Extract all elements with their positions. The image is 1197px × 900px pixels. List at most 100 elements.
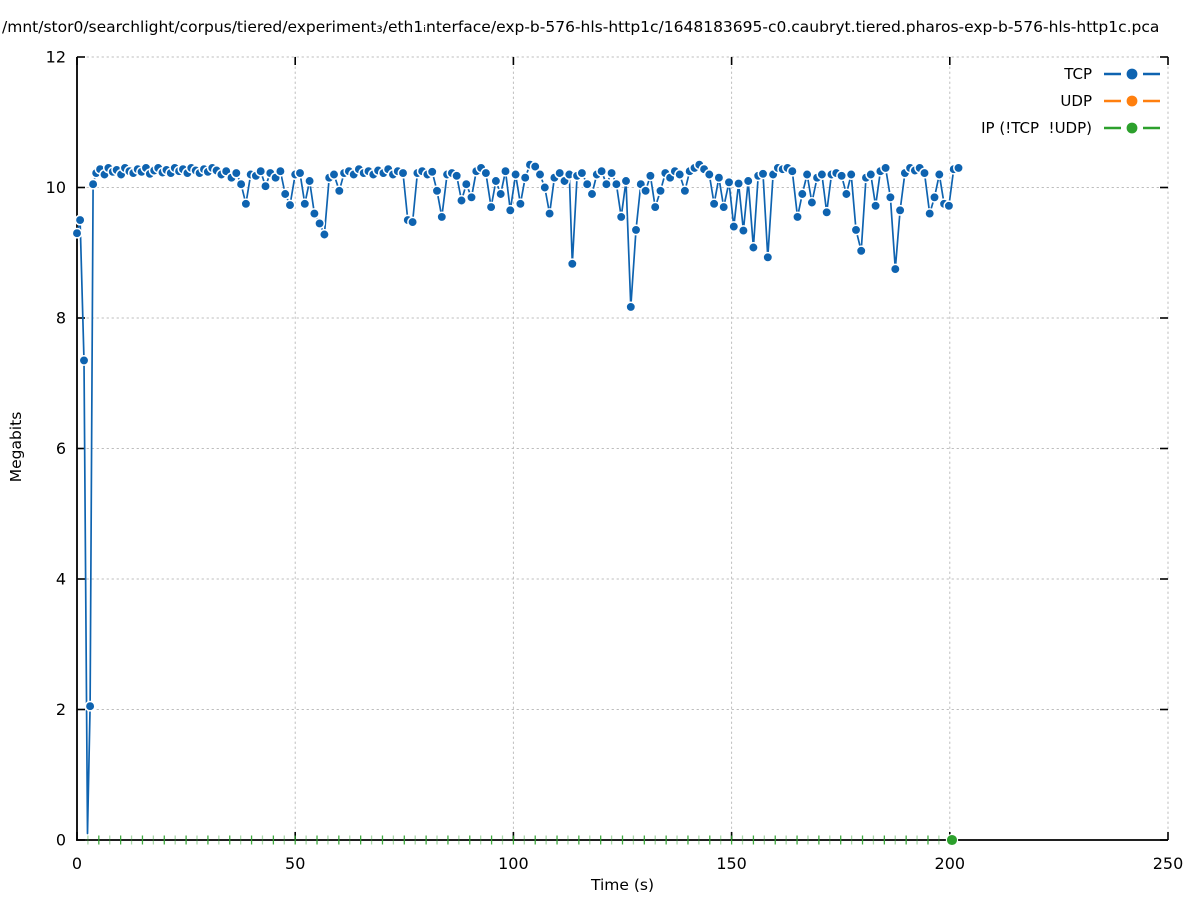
tcp-point xyxy=(279,188,291,200)
tcp-point xyxy=(566,258,578,270)
tcp-point xyxy=(240,198,252,210)
tcp-point xyxy=(304,175,316,187)
tcp-point xyxy=(407,216,419,228)
tcp-point xyxy=(333,185,345,197)
y-tick-label: 0 xyxy=(56,831,66,850)
legend-label: UDP xyxy=(1060,91,1092,110)
x-tick-label: 0 xyxy=(72,854,82,873)
tcp-point xyxy=(436,211,448,223)
y-tick-label: 12 xyxy=(46,48,66,67)
x-axis-label: Time (s) xyxy=(590,876,655,894)
legend-item-tcp: TCP xyxy=(1064,62,1160,85)
tcp-point xyxy=(495,188,507,200)
tcp-point xyxy=(870,200,882,212)
tcp-point xyxy=(919,167,930,179)
tcp-point xyxy=(460,178,472,190)
tcp-point xyxy=(792,211,803,223)
legend-item-ip-tcp-udp: IP (!TCP !UDP) xyxy=(981,116,1160,139)
tcp-point xyxy=(821,206,833,218)
tcp-point xyxy=(865,169,877,180)
tcp-point xyxy=(431,185,443,197)
tcp-point xyxy=(640,185,652,197)
tcp-point xyxy=(576,167,588,179)
tcp-point xyxy=(924,208,936,220)
tcp-point xyxy=(786,165,798,177)
ip-baseline-ticks xyxy=(87,835,951,845)
tcp-point xyxy=(747,242,759,253)
tcp-point xyxy=(600,178,612,190)
tcp-point xyxy=(713,172,725,184)
tcp-point xyxy=(649,201,661,213)
legend: TCP UDP IP (!TCP !UDP) xyxy=(981,62,1160,139)
tcp-point xyxy=(943,200,955,212)
tcp-point xyxy=(426,166,438,178)
tcp-point xyxy=(318,229,330,240)
tcp-point xyxy=(880,162,892,174)
tcp-point xyxy=(630,224,642,236)
tcp-point xyxy=(894,204,906,216)
y-tick-labels: 0 2 4 6 8 10 12 xyxy=(46,48,66,850)
tcp-point xyxy=(806,197,818,208)
tcp-point xyxy=(480,167,492,179)
tcp-point xyxy=(674,169,686,180)
y-tick-label: 4 xyxy=(56,570,66,589)
tcp-point xyxy=(625,301,637,313)
tcp-point xyxy=(816,169,828,180)
legend-sample-line xyxy=(1104,68,1160,79)
tcp-point xyxy=(87,178,99,190)
tcp-point xyxy=(235,178,247,190)
tcp-point xyxy=(728,221,740,233)
tcp-point xyxy=(615,211,627,223)
tcp-point xyxy=(884,191,896,203)
tcp-point xyxy=(855,245,867,257)
tcp-point xyxy=(655,185,666,197)
tcp-point xyxy=(845,169,857,180)
tcp-point xyxy=(74,214,86,226)
tcp-point xyxy=(933,169,945,180)
y-tick-label: 6 xyxy=(56,439,66,458)
tcp-point xyxy=(514,198,526,210)
tcp-point xyxy=(757,168,769,180)
tcp-point xyxy=(581,178,593,190)
tcp-point xyxy=(703,169,715,180)
x-tick-label: 150 xyxy=(716,854,747,873)
tcp-point xyxy=(737,225,749,237)
tcp-point xyxy=(451,170,463,182)
tcp-point xyxy=(78,354,90,366)
tcp-point xyxy=(308,208,320,220)
tcp-point xyxy=(534,169,546,180)
tcp-point xyxy=(840,188,852,200)
tcp-point xyxy=(679,185,691,197)
tcp-point xyxy=(796,188,808,200)
tcp-point xyxy=(466,191,477,203)
tcp-point xyxy=(529,161,541,173)
tcp-point xyxy=(255,165,267,177)
x-tick-label: 250 xyxy=(1153,854,1184,873)
legend-sample-line xyxy=(1104,122,1160,133)
tcp-point xyxy=(544,208,556,220)
tcp-point xyxy=(260,180,271,192)
tcp-point xyxy=(708,198,720,210)
ip-marker xyxy=(945,833,959,847)
tcp-point xyxy=(274,165,286,177)
y-tick-label: 10 xyxy=(46,178,66,197)
tcp-point xyxy=(299,198,311,210)
tcp-point xyxy=(762,251,774,263)
legend-label: TCP xyxy=(1064,64,1092,83)
tcp-point xyxy=(397,167,409,179)
tcp-point xyxy=(929,191,940,203)
tcp-point xyxy=(539,182,551,193)
y-tick-label: 2 xyxy=(56,700,66,719)
tcp-polyline xyxy=(76,163,959,835)
tcp-point xyxy=(284,199,296,211)
tcp-point xyxy=(294,167,306,179)
x-tick-label: 200 xyxy=(935,854,966,873)
tcp-point xyxy=(500,165,511,177)
y-tick-label: 8 xyxy=(56,309,66,328)
tcp-point xyxy=(596,165,608,177)
x-tick-labels: 0 50 100 150 200 250 xyxy=(72,854,1183,873)
tcp-point xyxy=(644,170,656,182)
x-tick-label: 50 xyxy=(285,854,305,873)
